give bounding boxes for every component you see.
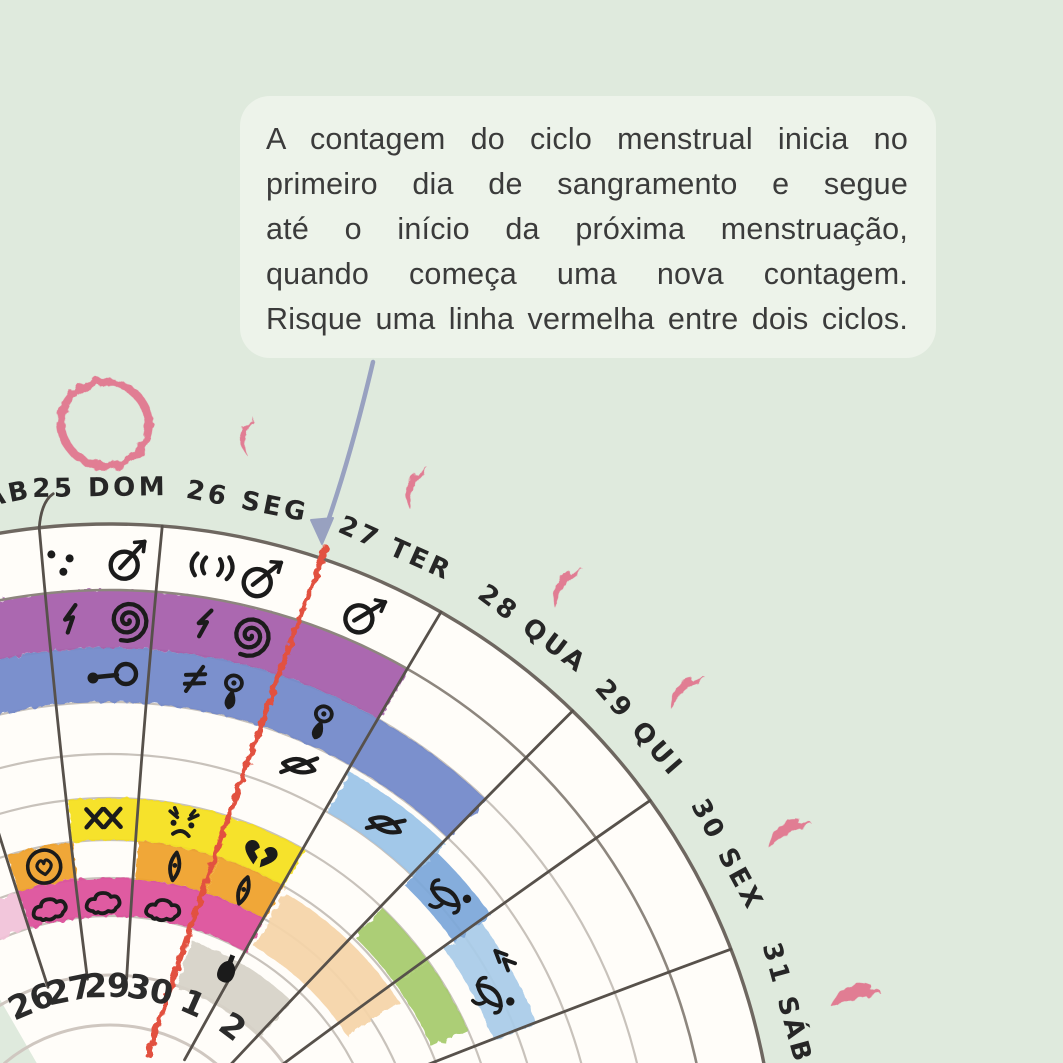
orange-cell-24 (7, 841, 77, 892)
cycle-divider-red-line (145, 544, 330, 1059)
day-separator-line (282, 799, 652, 1063)
zigzag-icon (63, 603, 78, 635)
cloud-icon (31, 897, 68, 922)
lightpink-cell (0, 891, 30, 940)
symbol-ring-arc (0, 588, 698, 1063)
day-separator-line (125, 524, 164, 981)
day-label-31-sab: 31 SÁB (756, 939, 820, 1063)
day-separator-line (230, 709, 575, 1063)
blue-band (0, 648, 487, 839)
waning-crescent-3-icon (553, 570, 584, 608)
zigzag-icon (196, 608, 214, 639)
pointer-arrowhead-icon (310, 517, 334, 545)
angry-face-icon (168, 806, 200, 839)
ring-arc (0, 752, 529, 1063)
heart-circle-icon (25, 848, 63, 885)
orange-cell-26 (134, 841, 220, 894)
spiral-icon (111, 601, 149, 644)
eight-teardrop-icon (311, 704, 334, 740)
cloud-icon (144, 898, 182, 923)
green-cell-29 (354, 908, 428, 985)
full-moon-icon (56, 377, 154, 471)
three-dots-icon (47, 550, 74, 576)
waves-icon (189, 551, 235, 582)
speech-bubble: A contagem do ciclo menstrual inicia no … (240, 96, 936, 358)
bubble-text-line: quando começa uma nova contagem. (266, 257, 908, 291)
not-equal-icon (182, 664, 208, 693)
bubble-text-line: primeiro dia de sangramento e segue (266, 167, 908, 201)
eye-dot-icon (471, 975, 515, 1015)
cloud-icon (84, 891, 122, 916)
wheel-rim-arc (0, 522, 766, 1063)
leaf-eye-icon (236, 875, 251, 906)
double-x-icon (84, 806, 123, 830)
mars-icon (241, 559, 284, 599)
purple-band (0, 590, 409, 720)
medblue-cell-29 (404, 851, 492, 942)
day-separator-line (37, 526, 89, 981)
spiral-icon (234, 617, 271, 658)
ring-arc (0, 914, 354, 1063)
eye-dot-icon (428, 878, 472, 915)
waning-crescent-2-icon (405, 468, 428, 510)
bubble-text-line: até o início da próxima menstruação, (266, 212, 908, 246)
waning-crescent-6-icon (830, 984, 882, 1007)
day-label-25-dom: 25 DOM (32, 472, 168, 504)
cycle-day-number: 27 (43, 966, 96, 1013)
pointer-arrow (324, 359, 376, 527)
eye-crossed-icon (364, 815, 407, 835)
mars-icon (108, 539, 147, 581)
cycle-day-number: 30 (124, 966, 177, 1013)
waning-crescent-5-icon (768, 820, 812, 848)
bubble-text-line: A contagem do ciclo menstrual inicia no (266, 122, 908, 156)
bottle-icon (217, 954, 236, 983)
day-label-24-sab: 24 SÁB (0, 473, 34, 529)
day-separator-line (427, 947, 733, 1063)
moon-phases (56, 377, 882, 1007)
broken-heart-icon (245, 839, 278, 868)
ring-arc (0, 796, 482, 1063)
yellow-band (68, 798, 305, 887)
leaf-eye-icon (168, 850, 182, 883)
chevrons-left-icon (493, 948, 517, 973)
label-divider-hook (37, 492, 55, 530)
green-cell-30 (395, 960, 469, 1047)
barbell-icon (87, 661, 139, 687)
eight-teardrop-icon (224, 673, 244, 710)
day-label-26-seg: 26 SEG (184, 475, 312, 529)
cycle-day-number: 29 (84, 966, 130, 1006)
day-separator-line (183, 610, 443, 1062)
waning-crescent-1-icon (239, 418, 255, 456)
day-separator-line (0, 832, 50, 989)
waning-crescent-4-icon (671, 678, 705, 709)
eye-crossed-icon (279, 756, 320, 775)
mars-icon (343, 598, 388, 635)
symptom-symbols (25, 539, 517, 1015)
paleblue-cell-30 (444, 922, 538, 1042)
bubble-text-line: Risque uma linha vermelha entre dois cic… (266, 302, 908, 336)
ring-arc (0, 700, 583, 1063)
inner-ring-arc (2, 1023, 218, 1063)
